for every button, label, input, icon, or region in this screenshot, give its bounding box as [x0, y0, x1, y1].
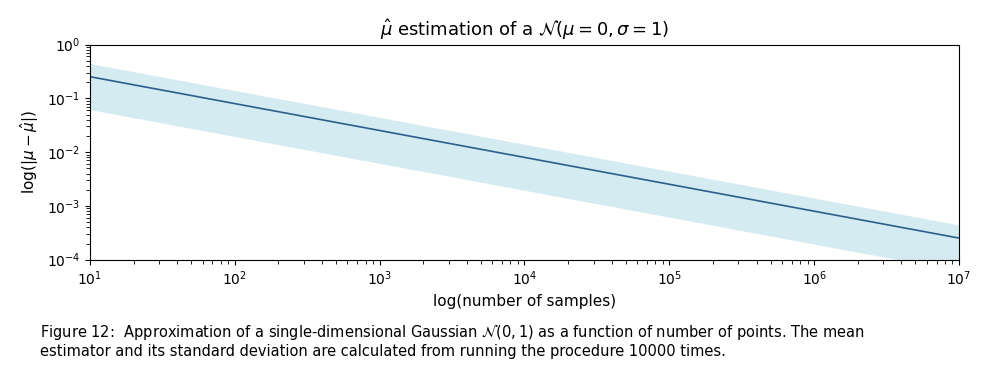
Y-axis label: log$(|\mu - \hat{\mu}|)$: log$(|\mu - \hat{\mu}|)$ [18, 110, 41, 194]
Text: Figure 12:  Approximation of a single-dimensional Gaussian $\mathcal{N}(0,1)$ as: Figure 12: Approximation of a single-dim… [40, 323, 865, 359]
Title: $\hat{\mu}$ estimation of a $\mathcal{N}(\mu = 0, \sigma = 1)$: $\hat{\mu}$ estimation of a $\mathcal{N}… [380, 17, 669, 42]
X-axis label: log(number of samples): log(number of samples) [433, 293, 616, 309]
